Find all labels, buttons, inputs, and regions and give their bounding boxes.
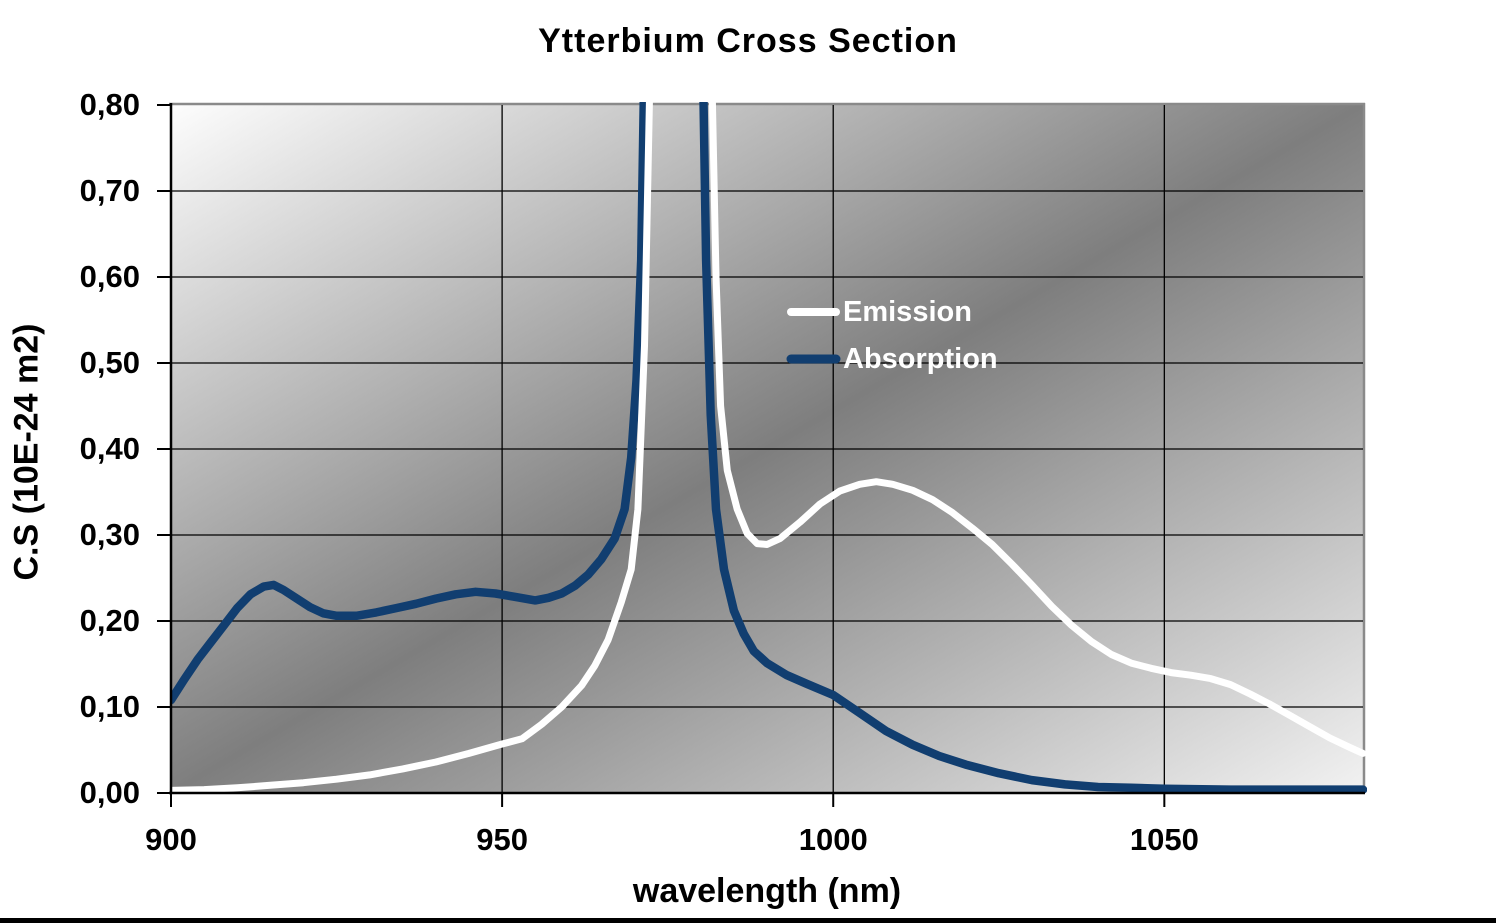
window-bottom-edge bbox=[0, 918, 1496, 923]
x-axis-title: wavelength (nm) bbox=[632, 872, 902, 910]
y-tick-label: 0,80 bbox=[79, 87, 140, 122]
y-tick-label: 0,70 bbox=[79, 173, 140, 208]
y-tick-label: 0,20 bbox=[79, 603, 140, 638]
legend-label-absorption: Absorption bbox=[843, 343, 998, 375]
x-tick-label: 1050 bbox=[1129, 822, 1199, 857]
x-tick-label: 1000 bbox=[798, 822, 868, 857]
y-tick-label: 0,40 bbox=[79, 431, 140, 466]
y-tick-label: 0,50 bbox=[79, 345, 140, 380]
y-tick-label: 0,00 bbox=[79, 775, 140, 810]
y-tick-label: 0,60 bbox=[79, 259, 140, 294]
x-tick-label: 900 bbox=[145, 822, 197, 857]
chart-title: Ytterbium Cross Section bbox=[538, 22, 958, 60]
y-tick-label: 0,30 bbox=[79, 517, 140, 552]
y-tick-label: 0,10 bbox=[79, 689, 140, 724]
legend-label-emission: Emission bbox=[843, 296, 972, 328]
x-tick-label: 950 bbox=[476, 822, 528, 857]
